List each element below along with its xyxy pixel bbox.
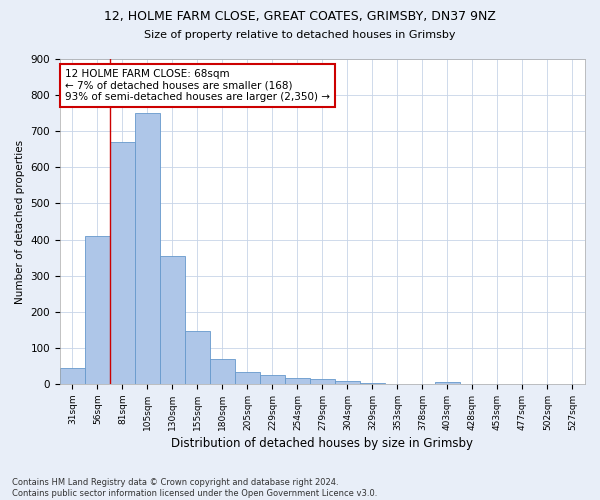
Bar bbox=[60, 368, 85, 384]
Bar bbox=[85, 236, 110, 384]
Text: Contains HM Land Registry data © Crown copyright and database right 2024.
Contai: Contains HM Land Registry data © Crown c… bbox=[12, 478, 377, 498]
Text: Size of property relative to detached houses in Grimsby: Size of property relative to detached ho… bbox=[144, 30, 456, 40]
Text: 12 HOLME FARM CLOSE: 68sqm
← 7% of detached houses are smaller (168)
93% of semi: 12 HOLME FARM CLOSE: 68sqm ← 7% of detac… bbox=[65, 68, 330, 102]
Bar bbox=[310, 380, 335, 384]
Bar bbox=[335, 381, 360, 384]
Bar bbox=[110, 142, 135, 384]
Bar bbox=[435, 382, 460, 384]
Bar bbox=[160, 256, 185, 384]
Y-axis label: Number of detached properties: Number of detached properties bbox=[15, 140, 25, 304]
Text: 12, HOLME FARM CLOSE, GREAT COATES, GRIMSBY, DN37 9NZ: 12, HOLME FARM CLOSE, GREAT COATES, GRIM… bbox=[104, 10, 496, 23]
Bar bbox=[185, 330, 210, 384]
Bar bbox=[235, 372, 260, 384]
Bar bbox=[260, 375, 285, 384]
Bar bbox=[360, 383, 385, 384]
X-axis label: Distribution of detached houses by size in Grimsby: Distribution of detached houses by size … bbox=[172, 437, 473, 450]
Bar bbox=[135, 113, 160, 384]
Bar bbox=[285, 378, 310, 384]
Bar bbox=[210, 358, 235, 384]
